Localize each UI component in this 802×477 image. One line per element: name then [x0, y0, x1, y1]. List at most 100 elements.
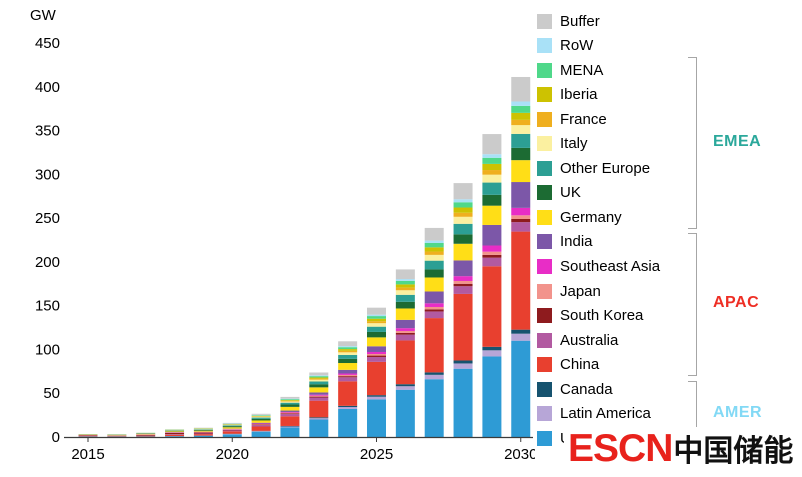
group-label-emea: EMEA	[713, 133, 762, 150]
bar-segment-2024-south-korea	[338, 376, 358, 378]
legend-label-japan: Japan	[560, 282, 601, 300]
bar-segment-2023-iberia	[309, 377, 329, 379]
legend-item-australia: Australia	[537, 330, 618, 350]
bar-segment-2025-iberia	[367, 318, 386, 322]
bar-segment-2029-southeast-asia	[482, 245, 502, 252]
bar-segment-2023-canada	[309, 417, 329, 419]
bar-segment-2027-us	[424, 379, 444, 437]
legend-label-india: India	[560, 233, 593, 251]
bar-segment-2022-canada	[280, 425, 300, 427]
bar-segment-2024-japan	[338, 374, 358, 377]
bar-segment-2024-buffer	[338, 341, 358, 347]
bar-segment-2030-us	[511, 340, 531, 437]
legend-item-latin-america: Latin America	[537, 404, 651, 424]
bar-segment-2020-china	[222, 431, 242, 434]
bar-segment-2021-china	[251, 426, 271, 431]
bar-segment-2019-south-korea	[193, 432, 213, 434]
legend-item-france: France	[537, 109, 607, 129]
bar-segment-2028-mena	[453, 202, 473, 208]
x-tick-label-2030: 2030	[504, 446, 535, 463]
bar-segment-2030-row	[511, 101, 531, 106]
legend-swatch-uk	[537, 185, 552, 201]
bar-segment-2028-iberia	[453, 207, 473, 213]
bar-segment-2022-us	[280, 427, 300, 437]
bar-segment-2015-japan	[78, 434, 98, 436]
bar-segment-2030-buffer	[511, 76, 531, 102]
bar-segment-2028-south-korea	[453, 283, 473, 287]
bar-segment-2022-iberia	[280, 400, 300, 401]
bar-segment-2025-japan	[367, 353, 386, 356]
legend-swatch-germany	[537, 209, 552, 225]
bar-segment-2022-uk	[280, 404, 300, 407]
stacked-bar-chart: 0 50 100 150 200 250 300 350 400 450 2015 2020 2025 2…	[35, 35, 535, 463]
bar-segment-2030-uk	[511, 147, 531, 161]
bar-segment-2022-france	[280, 400, 300, 402]
bar-segment-2022-australia	[280, 414, 300, 417]
bar-segment-2020-uk	[222, 426, 242, 428]
bar-segment-2021-australia	[251, 425, 271, 427]
bar-segment-2025-china	[367, 361, 386, 396]
bar-segment-2028-germany	[453, 243, 473, 261]
legend-label-canada: Canada	[560, 380, 613, 398]
bar-segment-2029-uk	[482, 194, 502, 206]
bar-segment-2020-us	[222, 434, 242, 437]
y-axis-unit-label: GW	[30, 7, 56, 24]
legend-item-canada: Canada	[537, 379, 613, 399]
bar-segment-2017-south-korea	[136, 434, 156, 436]
legend-label-iberia: Iberia	[560, 86, 598, 104]
bar-segment-2017-china	[136, 435, 156, 437]
legend-swatch-japan	[537, 283, 552, 299]
bar-segment-2020-south-korea	[222, 429, 242, 431]
bar-segment-2023-germany	[309, 387, 329, 393]
bar-segment-2025-latin-america	[367, 396, 386, 400]
bar-segment-2021-mena	[251, 415, 271, 416]
bar-segment-2028-row	[453, 199, 473, 203]
bar-segment-2028-southeast-asia	[453, 276, 473, 281]
bar-segment-2029-latin-america	[482, 350, 502, 357]
bar-segment-2021-italy	[251, 416, 271, 418]
bar-segment-2024-china	[338, 381, 358, 406]
legend-swatch-us	[537, 430, 552, 446]
bar-segment-2024-us	[338, 408, 358, 437]
bar-segment-2020-germany	[222, 427, 242, 429]
bar-segment-2026-canada	[395, 384, 415, 387]
bar-segment-2030-germany	[511, 160, 531, 183]
bar-segment-2022-china	[280, 416, 300, 426]
bar-segment-2022-latin-america	[280, 426, 300, 428]
bar-segment-2027-other-europe	[424, 260, 444, 270]
legend-label-germany: Germany	[560, 208, 622, 226]
legend-swatch-canada	[537, 381, 552, 397]
bar-segment-2021-buffer	[251, 413, 271, 415]
bar-segment-2029-india	[482, 224, 502, 246]
x-tick-label-2025: 2025	[360, 446, 393, 463]
bar-segment-2026-iberia	[395, 284, 415, 288]
y-tick-label-350: 350	[35, 123, 60, 140]
bar-segment-2026-south-korea	[395, 332, 415, 335]
legend-swatch-other-europe	[537, 160, 552, 176]
bar-segment-2024-australia	[338, 377, 358, 382]
bar-segment-2022-japan	[280, 412, 300, 414]
bar-segment-2024-uk	[338, 358, 358, 364]
legend-label-latin-america: Latin America	[560, 405, 651, 423]
legend-item-italy: Italy	[537, 134, 588, 154]
legend-label-other-europe: Other Europe	[560, 159, 651, 177]
legend-item-southeast-asia: Southeast Asia	[537, 257, 660, 277]
bar-segment-2028-france	[453, 212, 473, 217]
bar-segment-2026-italy	[395, 290, 415, 295]
bar-segment-2027-china	[424, 318, 444, 373]
legend-swatch-italy	[537, 136, 552, 152]
legend-label-china: China	[560, 356, 600, 374]
bar-segment-2021-india	[251, 422, 271, 424]
bar-segment-2026-row	[395, 279, 415, 281]
bar-segment-2027-mena	[424, 242, 444, 248]
bar-segment-2025-italy	[367, 323, 386, 327]
bar-segment-2026-china	[395, 340, 415, 385]
bar-segment-2029-japan	[482, 251, 502, 255]
bar-segment-2030-southeast-asia	[511, 207, 531, 216]
bar-segment-2020-japan	[222, 429, 242, 430]
bar-segment-2024-mena	[338, 347, 358, 350]
bar-segment-2028-other-europe	[453, 223, 473, 235]
bar-segment-2029-buffer	[482, 134, 502, 155]
bar-segment-2021-other-europe	[251, 417, 271, 419]
legend-swatch-france	[537, 111, 552, 127]
